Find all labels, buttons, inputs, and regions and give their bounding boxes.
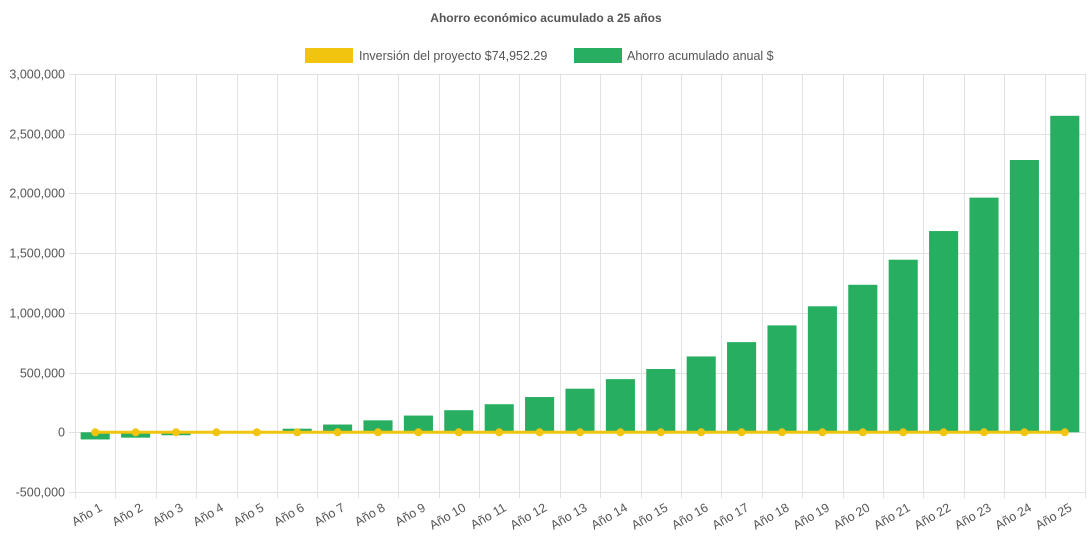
y-axis: 3,000,000 2,500,000 2,000,000 1,500,000 1,00… [9, 68, 65, 500]
legend-swatch-savings [574, 48, 622, 63]
y-tick-label: 2,000,000 [9, 187, 65, 201]
y-tick-label: 500,000 [20, 367, 65, 381]
point-investment[interactable] [535, 428, 544, 437]
point-investment[interactable] [1020, 428, 1029, 437]
point-investment[interactable] [495, 428, 504, 437]
bar-savings[interactable] [888, 259, 918, 433]
x-tick-label: Año 2 [110, 500, 145, 528]
x-tick-label: Año 12 [508, 500, 549, 532]
bar-savings[interactable] [403, 415, 433, 433]
x-tick-label: Año 6 [271, 500, 306, 528]
x-tick-label: Año 25 [1033, 500, 1074, 532]
x-tick-label: Año 7 [312, 500, 347, 528]
point-investment[interactable] [616, 428, 625, 437]
y-tick-label: 3,000,000 [9, 68, 65, 82]
y-tick-label: 1,000,000 [9, 307, 65, 321]
legend: Inversión del proyecto $74,952.29 Ahorro… [305, 48, 774, 63]
legend-label-investment: Inversión del proyecto $74,952.29 [359, 49, 547, 63]
x-tick-label: Año 18 [750, 500, 791, 532]
point-investment[interactable] [374, 428, 382, 437]
bar-savings[interactable] [605, 379, 635, 433]
x-tick-label: Año 15 [629, 500, 670, 532]
y-tick-label: 1,500,000 [9, 247, 65, 261]
bar-savings[interactable] [565, 388, 595, 433]
point-investment[interactable] [252, 428, 261, 437]
bar-savings[interactable] [1050, 115, 1080, 433]
bar-savings[interactable] [686, 356, 716, 433]
point-investment[interactable] [899, 428, 908, 437]
point-investment[interactable] [131, 428, 140, 437]
x-tick-label: Año 3 [150, 500, 185, 528]
bar-series-savings [80, 115, 1080, 440]
x-tick-label: Año 14 [589, 500, 630, 532]
bar-savings[interactable] [525, 397, 555, 433]
bar-savings[interactable] [646, 368, 676, 433]
point-investment[interactable] [454, 428, 463, 437]
bar-savings[interactable] [929, 231, 959, 433]
point-investment[interactable] [91, 428, 100, 437]
x-tick-label: Año 9 [393, 500, 428, 528]
x-tick-label: Año 24 [993, 500, 1034, 532]
point-investment[interactable] [656, 428, 665, 437]
point-investment[interactable] [212, 428, 221, 437]
x-tick-label: Año 16 [669, 500, 710, 532]
point-investment[interactable] [333, 428, 342, 437]
bar-savings[interactable] [363, 420, 393, 433]
x-tick-label: Año 1 [69, 500, 104, 528]
legend-label-savings: Ahorro acumulado anual $ [627, 49, 774, 63]
bar-savings[interactable] [727, 342, 757, 433]
grid [69, 74, 1086, 498]
x-tick-label: Año 10 [427, 500, 468, 532]
bar-savings[interactable] [848, 284, 878, 433]
x-tick-label: Año 4 [191, 500, 226, 528]
x-axis: Año 1 Año 2 Año 3 Año 4 Año 5 Año 6 Año 7 Año 8… [69, 500, 1074, 532]
x-tick-label: Año 23 [952, 500, 993, 532]
point-investment[interactable] [1060, 428, 1069, 437]
bar-savings[interactable] [444, 410, 474, 433]
bar-savings[interactable] [1009, 159, 1039, 433]
point-investment[interactable] [293, 428, 302, 437]
y-tick-label: 0 [58, 426, 65, 440]
point-investment[interactable] [737, 428, 746, 437]
legend-item-savings[interactable]: Ahorro acumulado anual $ [574, 48, 774, 63]
bar-savings[interactable] [767, 325, 797, 433]
legend-swatch-investment [305, 48, 353, 63]
point-investment[interactable] [697, 428, 706, 437]
point-investment[interactable] [980, 428, 988, 437]
point-investment[interactable] [172, 428, 180, 437]
x-tick-label: Año 13 [548, 500, 589, 532]
x-tick-label: Año 20 [831, 500, 872, 532]
x-tick-label: Año 8 [352, 500, 387, 528]
chart-title: Ahorro económico acumulado a 25 años [430, 11, 662, 25]
point-investment[interactable] [778, 428, 786, 437]
y-tick-label: 2,500,000 [9, 128, 65, 142]
bar-savings[interactable] [484, 404, 514, 433]
x-tick-label: Año 22 [912, 500, 953, 532]
x-tick-label: Año 21 [871, 500, 912, 532]
point-investment[interactable] [858, 428, 867, 437]
bar-savings[interactable] [969, 197, 999, 433]
x-tick-label: Año 19 [791, 500, 832, 532]
legend-item-investment[interactable]: Inversión del proyecto $74,952.29 [305, 48, 547, 63]
line-series-investment [91, 428, 1069, 437]
x-tick-label: Año 11 [468, 500, 509, 531]
y-tick-label: -500,000 [16, 486, 65, 500]
x-tick-label: Año 5 [231, 500, 266, 528]
bar-savings[interactable] [807, 306, 837, 433]
point-investment[interactable] [414, 428, 423, 437]
x-tick-label: Año 17 [710, 500, 751, 532]
point-investment[interactable] [818, 428, 827, 437]
point-investment[interactable] [576, 428, 584, 437]
point-investment[interactable] [939, 428, 948, 437]
